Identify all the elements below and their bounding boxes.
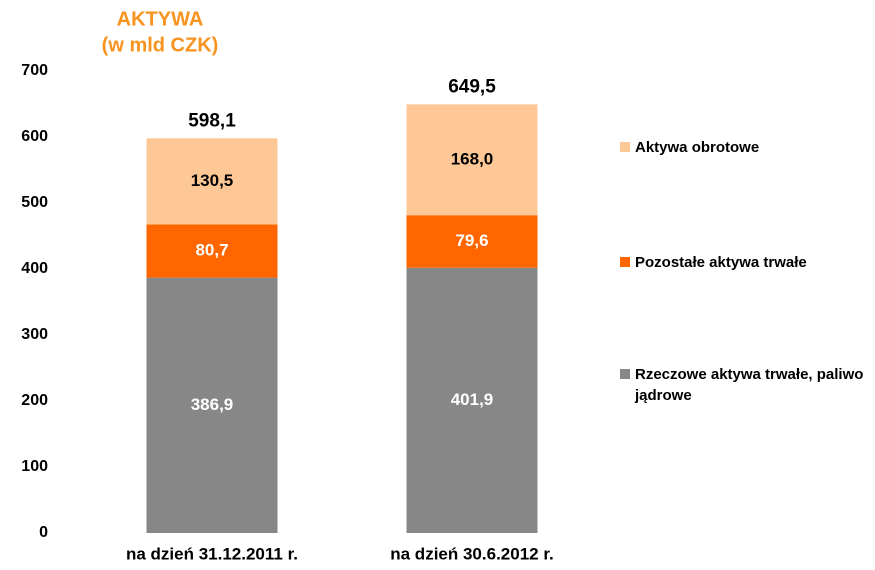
legend-label: Aktywa obrotowe (635, 139, 760, 156)
y-tick-label: 200 (21, 392, 48, 409)
legend-item: Pozostałe aktywa trwałe (620, 252, 870, 273)
x-tick-label: na dzień 31.12.2011 r. (126, 544, 298, 563)
y-tick-label: 300 (21, 326, 48, 343)
bar-segment (406, 104, 538, 216)
bar-segment (406, 267, 538, 533)
value-label: 168,0 (451, 149, 494, 168)
value-label: 401,9 (451, 390, 494, 409)
y-tick-label: 100 (21, 458, 48, 475)
legend-item: Aktywa obrotowe (620, 137, 870, 158)
bar-segment (146, 224, 278, 278)
value-label: 130,5 (191, 171, 234, 190)
total-label: 598,1 (188, 110, 236, 131)
legend-swatch (620, 369, 630, 379)
y-tick-label: 500 (21, 194, 48, 211)
y-tick-label: 0 (39, 524, 48, 541)
bar-segment (146, 277, 278, 533)
x-tick-label: na dzień 30.6.2012 r. (390, 544, 553, 563)
value-label: 386,9 (191, 395, 234, 414)
bar-segment (146, 138, 278, 225)
legend-swatch (620, 257, 630, 267)
y-tick-label: 600 (21, 128, 48, 145)
chart-subtitle: (w mld CZK) (102, 34, 219, 56)
legend-swatch (620, 142, 630, 152)
total-label: 649,5 (448, 76, 496, 97)
legend-label: Pozostałe aktywa trwałe (635, 254, 807, 271)
value-label: 80,7 (195, 240, 228, 259)
chart-title: AKTYWA (117, 8, 204, 30)
legend-label: Rzeczowe aktywa trwałe, paliwo jądrowe (635, 366, 864, 404)
y-tick-label: 400 (21, 260, 48, 277)
value-label: 79,6 (455, 231, 488, 250)
bar-segment (406, 215, 538, 268)
legend-item: Rzeczowe aktywa trwałe, paliwo jądrowe (620, 364, 870, 406)
y-tick-label: 700 (21, 62, 48, 79)
